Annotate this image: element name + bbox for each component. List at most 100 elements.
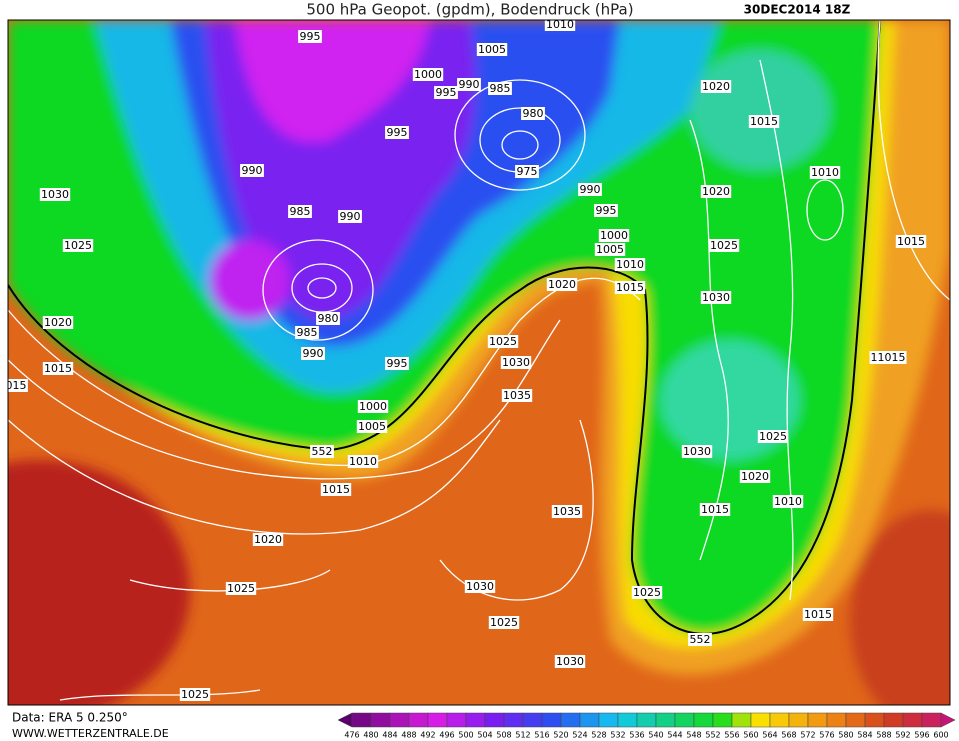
- isobar-label-bg: [739, 470, 771, 483]
- isobar-label-bg: [700, 291, 732, 304]
- isobar-label-bg: [42, 316, 74, 329]
- legend-arrow: [337, 712, 353, 728]
- isobar-label: 1010: [349, 455, 377, 468]
- isobar-label: 1020: [741, 470, 769, 483]
- isobar-label-bg: [700, 185, 732, 198]
- legend-label: 504: [477, 731, 492, 740]
- isobar-label-bg: [457, 78, 481, 91]
- legend-label: 564: [762, 731, 777, 740]
- isobar-label-bg: [39, 188, 71, 201]
- legend-label: 488: [401, 731, 416, 740]
- isobar-label-bg: [614, 258, 646, 271]
- legend-swatch: [731, 712, 752, 728]
- isobar-label-bg: [62, 239, 94, 252]
- legend-label: 476: [344, 731, 359, 740]
- isobar-label: 1020: [44, 316, 72, 329]
- isobar-label: 990: [242, 164, 263, 177]
- isobar-label-bg: [500, 356, 532, 369]
- legend-swatch: [541, 712, 562, 728]
- isobar-label-bg: [578, 183, 602, 196]
- isobar-label-bg: [434, 86, 458, 99]
- legend-swatch: [883, 712, 904, 728]
- legend-label: 500: [458, 731, 473, 740]
- legend-swatch: [370, 712, 391, 728]
- isobar-label-bg: [598, 229, 630, 242]
- isobar-label-bg: [487, 335, 519, 348]
- isobar-label-bg: [356, 420, 388, 433]
- legend-label: 600: [933, 731, 948, 740]
- isobar-label: 1025: [64, 239, 92, 252]
- isobar-label-bg: [594, 204, 618, 217]
- isobar-label: 1025: [633, 586, 661, 599]
- isobar-label-bg: [544, 20, 576, 31]
- isobar-label-bg: [521, 107, 545, 120]
- legend-label: 540: [648, 731, 663, 740]
- legend-swatch: [845, 712, 866, 728]
- isobar: [454, 79, 586, 191]
- isobar-label-bg: [295, 326, 319, 339]
- isobar-label-bg: [225, 582, 257, 595]
- isobar-label: 1020: [254, 533, 282, 546]
- legend-swatch: [769, 712, 790, 728]
- legend-swatch: [788, 712, 809, 728]
- legend-arrow: [940, 712, 956, 728]
- isobar-label: 980: [318, 312, 339, 325]
- isobar-label: 985: [290, 205, 311, 218]
- isobar-label: 985: [490, 82, 511, 95]
- isobar-label-bg: [357, 400, 389, 413]
- legend-label: 596: [914, 731, 929, 740]
- isobar-label: 1025: [710, 239, 738, 252]
- isobar-label-bg: [515, 165, 539, 178]
- isobar-label: 995: [596, 204, 617, 217]
- isobar-label-bg: [240, 164, 264, 177]
- legend-swatch: [674, 712, 695, 728]
- isobar-label: 995: [387, 126, 408, 139]
- isobar-label-bg: [546, 278, 578, 291]
- isobar-label-bg: [700, 80, 732, 93]
- isobar-label: 1005: [478, 43, 506, 56]
- isobar-label: 975: [517, 165, 538, 178]
- map-title: 500 hPa Geopot. (gpdm), Bodendruck (hPa): [306, 1, 633, 19]
- isobar-label: 1015: [616, 281, 644, 294]
- legend-swatch: [902, 712, 923, 728]
- isobar-label: 1030: [556, 655, 584, 668]
- isobar-label: 990: [459, 78, 480, 91]
- isobar-label-bg: [551, 505, 583, 518]
- legend-label: 588: [876, 731, 891, 740]
- isobar-label-bg: [320, 483, 352, 496]
- legend-swatch: [807, 712, 828, 728]
- isobar-label: 1025: [227, 582, 255, 595]
- legend-label: 576: [819, 731, 834, 740]
- isobar-label: 1020: [548, 278, 576, 291]
- isobar-label: 985: [297, 326, 318, 339]
- isobar-label-bg: [316, 312, 340, 325]
- field-dark-red: [8, 460, 190, 705]
- legend-label: 496: [439, 731, 454, 740]
- isobar-label: 1015: [897, 235, 925, 248]
- isobar-label: 1015: [44, 362, 72, 375]
- field-colors: [8, 20, 950, 705]
- isobar-label-bg: [895, 235, 927, 248]
- field-teal: [690, 50, 830, 170]
- legend-label: 592: [895, 731, 910, 740]
- legend-swatch: [712, 712, 733, 728]
- isobar-label-bg: [298, 30, 322, 43]
- isobar-label: 1010: [811, 166, 839, 179]
- legend-label: 484: [382, 731, 397, 740]
- isobar-label: 11015: [871, 351, 906, 364]
- isobar-label: 552: [690, 633, 711, 646]
- field-magenta: [235, 20, 430, 143]
- isobar-label-bg: [179, 688, 211, 701]
- isobar-label-bg: [476, 43, 508, 56]
- field-magenta: [210, 240, 290, 320]
- isobar-label: 1030: [466, 580, 494, 593]
- isobar-label: 995: [436, 86, 457, 99]
- isobar-label-bg: [757, 430, 789, 443]
- isobar-label-bg: [748, 115, 780, 128]
- isobar-label: 552: [312, 445, 333, 458]
- isobar-label: 1000: [414, 68, 442, 81]
- isobar-label: 1010: [774, 495, 802, 508]
- legend-label: 516: [534, 731, 549, 740]
